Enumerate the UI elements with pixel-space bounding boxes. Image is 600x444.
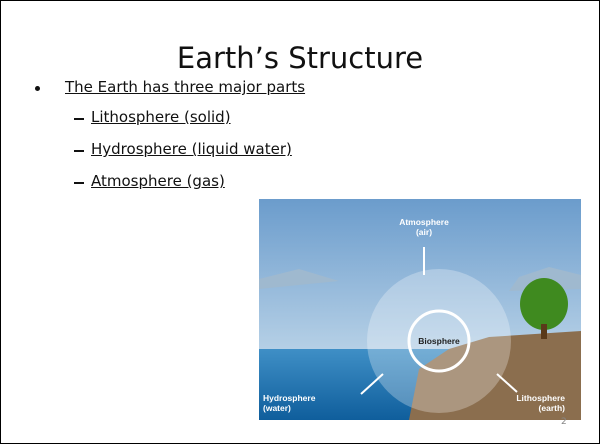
page-number: 2 (561, 417, 567, 427)
bullet[interactable]: The Earth has three major parts (65, 78, 305, 96)
sub-bullet-marker (74, 150, 84, 152)
sub-bullet-marker (74, 118, 84, 120)
tree (520, 278, 568, 330)
bullet-marker (35, 86, 40, 91)
slide: Earth’s Structure The Earth has three ma… (0, 0, 600, 444)
figure-label: Lithosphere (516, 393, 565, 403)
sub-bullet-marker (74, 182, 84, 184)
slide-title: Earth’s Structure (1, 41, 599, 75)
figure-label: Atmosphere (399, 217, 449, 227)
earth-figure: Atmosphere (air) Biosphere Hydrosphere (… (259, 199, 581, 420)
figure-label: (earth) (539, 403, 566, 413)
sub-bullet[interactable]: Hydrosphere (liquid water) (91, 140, 292, 158)
sub-bullet[interactable]: Lithosphere (solid) (91, 108, 231, 126)
figure-label: (air) (416, 227, 432, 237)
figure-label: (water) (263, 403, 291, 413)
sub-bullet[interactable]: Atmosphere (gas) (91, 172, 225, 190)
tree-trunk (541, 324, 547, 339)
figure-label: Biosphere (418, 336, 460, 346)
figure-label: Hydrosphere (263, 393, 316, 403)
